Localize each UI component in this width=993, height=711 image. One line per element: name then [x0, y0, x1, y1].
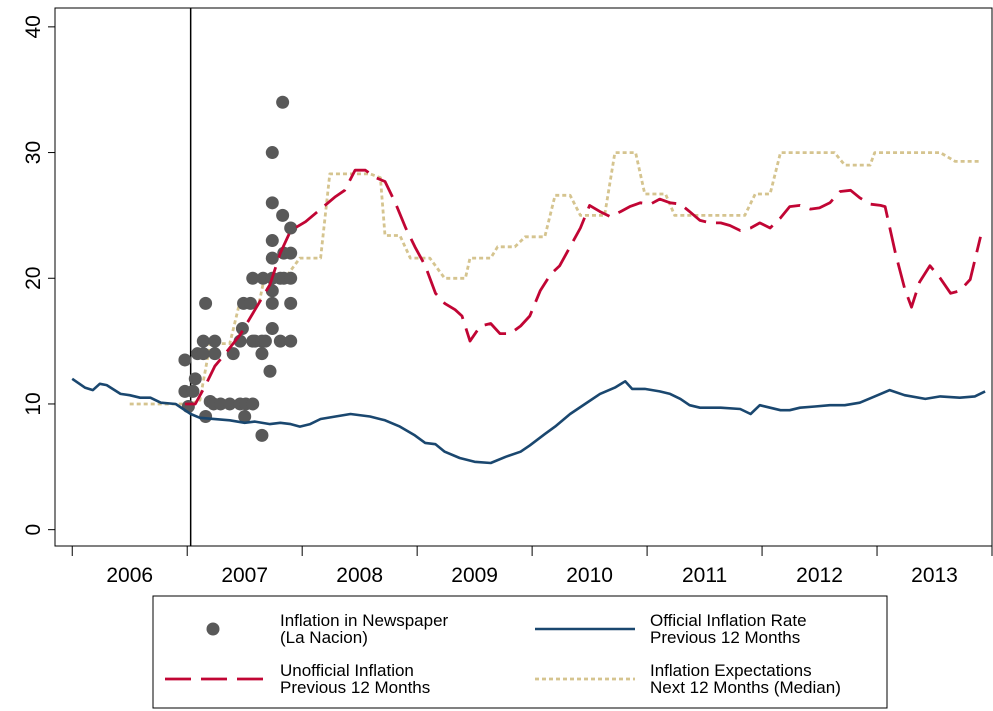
- series-line: [184, 168, 982, 406]
- legend-marker: [206, 622, 220, 636]
- data-point: [263, 364, 277, 378]
- data-point: [265, 251, 279, 265]
- y-tick-label: 40: [22, 15, 45, 38]
- legend-label: Inflation Expectations: [650, 661, 812, 680]
- x-tick-label: 2008: [336, 564, 383, 587]
- data-point: [276, 95, 290, 109]
- x-tick-label: 2006: [106, 564, 153, 587]
- data-point: [178, 353, 192, 367]
- data-point: [238, 410, 252, 424]
- data-point: [256, 271, 270, 285]
- data-point: [265, 234, 279, 248]
- data-point: [188, 372, 202, 386]
- data-point: [284, 334, 298, 348]
- legend-label: Next 12 Months (Median): [650, 678, 841, 697]
- data-point: [199, 410, 213, 424]
- y-tick-label: 10: [22, 392, 45, 415]
- data-point: [265, 196, 279, 210]
- data-point: [223, 397, 237, 411]
- data-point: [265, 296, 279, 310]
- data-point: [243, 296, 257, 310]
- data-point: [208, 347, 222, 361]
- y-tick-label: 0: [22, 524, 45, 536]
- x-tick-label: 2013: [911, 564, 958, 587]
- legend-label: Unofficial Inflation: [280, 661, 414, 680]
- x-tick-label: 2010: [566, 564, 613, 587]
- y-tick-label: 30: [22, 141, 45, 164]
- legend-label: Previous 12 Months: [280, 678, 430, 697]
- data-point: [196, 334, 210, 348]
- data-point: [186, 384, 200, 398]
- data-point: [199, 296, 213, 310]
- legend-label: (La Nacion): [280, 628, 368, 647]
- legend-label: Inflation in Newspaper: [280, 611, 449, 630]
- data-point: [214, 397, 228, 411]
- plot-frame: [54, 7, 993, 547]
- data-point: [265, 322, 279, 336]
- data-point: [273, 334, 287, 348]
- x-tick-label: 2011: [682, 564, 727, 587]
- data-point: [255, 347, 269, 361]
- data-point: [196, 347, 210, 361]
- data-point: [276, 208, 290, 222]
- legend-label: Official Inflation Rate: [650, 611, 807, 630]
- x-tick-label: 2012: [796, 564, 843, 587]
- x-tick-label: 2009: [451, 564, 498, 587]
- data-point: [284, 246, 298, 260]
- data-point: [284, 271, 298, 285]
- data-point: [246, 397, 260, 411]
- data-point: [226, 347, 240, 361]
- data-point: [265, 146, 279, 160]
- data-point: [255, 428, 269, 442]
- data-point: [284, 296, 298, 310]
- y-tick-label: 20: [22, 267, 45, 290]
- data-point: [235, 322, 249, 336]
- data-point: [258, 334, 272, 348]
- legend-box: [152, 595, 888, 709]
- data-point: [246, 271, 260, 285]
- x-tick-label: 2007: [221, 564, 268, 587]
- data-point: [208, 334, 222, 348]
- series-line: [71, 377, 986, 465]
- legend-label: Previous 12 Months: [650, 628, 800, 647]
- data-point: [284, 221, 298, 235]
